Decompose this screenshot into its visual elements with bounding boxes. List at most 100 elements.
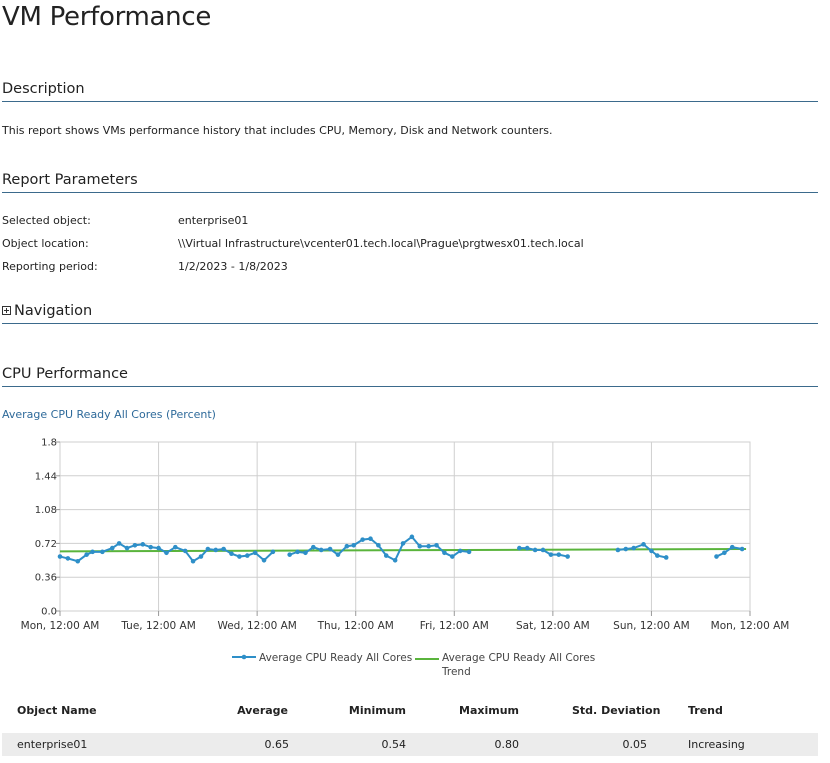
data-point (335, 552, 341, 557)
data-point (524, 545, 530, 551)
table-header-maximum: Maximum (459, 704, 519, 717)
data-point (90, 549, 95, 555)
data-point (124, 545, 130, 551)
data-point (368, 536, 373, 542)
cell-object-name: enterprise01 (17, 738, 88, 751)
data-point (164, 550, 169, 556)
cell-std-deviation: 0.05 (622, 738, 648, 751)
data-point (132, 542, 138, 548)
table-header-minimum: Minimum (348, 704, 406, 717)
data-point (109, 545, 115, 551)
table-header-object-name: Object Name (17, 704, 97, 717)
data-point (57, 554, 63, 559)
y-tick-label: 1.8 (41, 438, 57, 449)
data-point (140, 542, 146, 547)
data-point (442, 550, 447, 556)
data-point (714, 554, 719, 559)
param-value-object-location: \\Virtual Infrastructure\vcenter01.tech.… (178, 237, 584, 250)
navigation-label: Navigation (14, 303, 93, 319)
data-point (116, 541, 122, 546)
y-tick-label: 0.72 (35, 539, 57, 550)
data-point (190, 558, 196, 564)
y-tick-label: 0.36 (35, 573, 57, 584)
data-point (84, 552, 89, 557)
data-point (641, 542, 646, 547)
legend-label-series: Average CPU Ready All Cores (259, 652, 412, 664)
data-point (623, 546, 629, 552)
data-point (517, 545, 522, 551)
table-header-trend: Trend (688, 704, 723, 717)
param-label-object-location: Object location: (2, 237, 89, 250)
data-point (182, 548, 188, 554)
cell-trend: Increasing (688, 738, 745, 751)
page-title: VM Performance (2, 2, 212, 32)
data-point (270, 549, 276, 555)
cell-minimum: 0.54 (381, 738, 407, 751)
param-value-selected-object: enterprise01 (178, 214, 249, 227)
data-point (205, 546, 211, 552)
data-point (360, 537, 365, 542)
data-point (376, 542, 381, 548)
data-point (303, 550, 308, 556)
cell-maximum: 0.80 (494, 738, 520, 751)
data-point (434, 542, 439, 548)
data-point (565, 554, 570, 559)
data-point (100, 549, 105, 555)
series-line (716, 546, 743, 558)
data-point (417, 543, 423, 549)
param-value-reporting-period: 1/2/2023 - 1/8/2023 (178, 260, 288, 273)
data-point (556, 552, 562, 557)
data-point (148, 544, 153, 550)
data-point (400, 541, 406, 546)
data-point (75, 558, 81, 564)
description-text: This report shows VMs performance histor… (2, 124, 553, 137)
legend-label-trend: Average CPU Ready All Cores (442, 652, 595, 664)
data-point (287, 552, 292, 557)
data-point (729, 544, 735, 550)
expand-plus-icon[interactable] (2, 305, 11, 315)
data-point (631, 545, 636, 551)
data-point (409, 534, 415, 540)
x-tick-label: Mon, 12:00 AM (21, 620, 100, 632)
data-point (540, 547, 546, 553)
y-tick-label: 1.08 (35, 505, 57, 516)
data-point (156, 545, 161, 551)
data-point (426, 543, 431, 549)
x-tick-label: Wed, 12:00 AM (217, 620, 296, 632)
data-point (213, 547, 219, 553)
data-point (65, 556, 71, 561)
data-point (663, 555, 669, 560)
cpu-ready-chart: 1.8 1.44 1.08 0.72 0.36 0.0 Mon, 12:00 AM Tue, … (21, 438, 790, 679)
table-row (2, 733, 818, 756)
data-point (457, 548, 463, 554)
data-point (548, 552, 554, 557)
chart-title: Average CPU Ready All Cores (Percent) (2, 408, 216, 421)
legend-label-trend-line2: Trend (441, 666, 471, 678)
data-point (318, 547, 324, 553)
section-cpu-heading: CPU Performance (2, 366, 818, 387)
section-description-heading: Description (2, 81, 818, 102)
y-tick-label: 0.0 (41, 607, 57, 618)
section-parameters-heading: Report Parameters (2, 172, 818, 193)
param-label-reporting-period: Reporting period: (2, 260, 98, 273)
data-point (261, 558, 267, 563)
data-point (532, 547, 538, 553)
data-point (198, 554, 204, 559)
data-point (739, 546, 745, 552)
navigation-toggle[interactable]: Navigation (2, 303, 818, 324)
data-point (615, 547, 621, 553)
x-tick-label: Sun, 12:00 AM (613, 620, 690, 632)
data-point (221, 546, 226, 552)
series-line (289, 535, 470, 562)
data-point (295, 549, 300, 555)
param-label-selected-object: Selected object: (2, 214, 91, 227)
data-point (392, 558, 398, 563)
data-point (244, 553, 250, 558)
data-point (383, 553, 389, 558)
data-point (237, 554, 242, 559)
table-header-std-deviation: Std. Deviation (572, 704, 661, 717)
data-point (655, 553, 660, 558)
x-tick-label: Fri, 12:00 AM (420, 620, 489, 632)
data-point (722, 550, 727, 556)
data-point (252, 550, 258, 556)
